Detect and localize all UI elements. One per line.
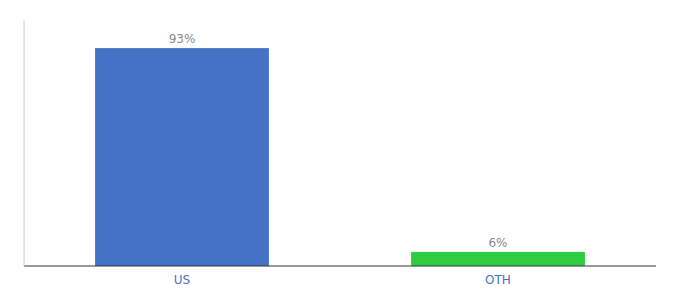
bar bbox=[95, 48, 269, 266]
x-axis-line bbox=[24, 266, 656, 267]
chart-svg: US OTH 93% 6% bbox=[0, 0, 680, 300]
x-tick-label: OTH bbox=[485, 273, 511, 287]
y-axis-line bbox=[24, 20, 25, 266]
x-tick-label: US bbox=[174, 273, 190, 287]
chart-container: US OTH 93% 6% bbox=[0, 0, 680, 300]
bar bbox=[411, 252, 585, 266]
data-label: 93% bbox=[169, 32, 196, 46]
bars bbox=[95, 48, 585, 266]
data-label: 6% bbox=[488, 236, 507, 250]
